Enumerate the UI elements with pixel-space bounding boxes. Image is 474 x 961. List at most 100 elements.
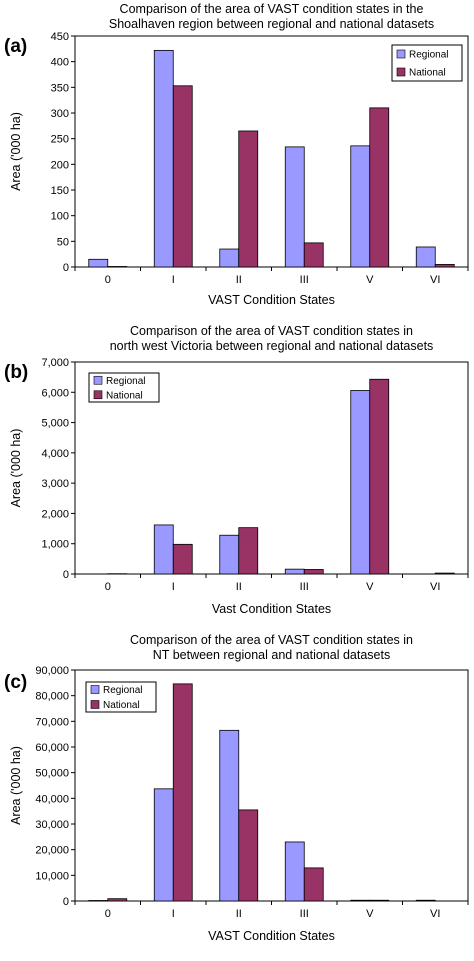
bar-regional-II <box>220 535 239 574</box>
bar-regional-V <box>351 390 370 574</box>
x-tick-label: 0 <box>105 908 111 920</box>
y-tick-label: 5,000 <box>41 418 69 430</box>
chart-title-line: north west Victoria between regional and… <box>110 339 434 353</box>
chart-title-line: Comparison of the area of VAST condition… <box>130 633 413 647</box>
bar-national-V <box>370 379 389 574</box>
y-tick-label: 40,000 <box>35 793 69 805</box>
chart-title-line: NT between regional and national dataset… <box>153 648 390 662</box>
chart-b-svg: (b) Comparison of the area of VAST condit… <box>0 320 474 625</box>
bar-regional-V <box>351 900 370 901</box>
y-tick-label: 6,000 <box>41 387 69 399</box>
x-tick-label: I <box>172 581 175 593</box>
chart-title-line: Comparison of the area of VAST condition… <box>120 2 424 16</box>
y-tick-label: 450 <box>51 31 69 43</box>
x-tick-label: II <box>236 581 242 593</box>
y-tick-label: 350 <box>51 82 69 94</box>
bar-national-VI <box>435 573 454 574</box>
y-tick-label: 60,000 <box>35 742 69 754</box>
legend-label-national: National <box>106 390 143 401</box>
y-tick-label: 150 <box>51 185 69 197</box>
chart-a-svg: (a) Comparison of the area of VAST condit… <box>0 0 474 310</box>
y-axis-label: Area ('000 ha) <box>9 112 23 191</box>
y-tick-label: 20,000 <box>35 845 69 857</box>
panel-label-a: (a) <box>4 36 27 57</box>
y-tick-label: 3,000 <box>41 478 69 490</box>
bar-national-I <box>173 544 192 574</box>
x-tick-label: V <box>366 908 374 920</box>
chart-panel-a: (a) Comparison of the area of VAST condit… <box>0 0 474 310</box>
x-tick-label: VI <box>430 581 440 593</box>
bar-regional-II <box>220 730 239 901</box>
bar-regional-III <box>285 569 304 574</box>
bar-national-0 <box>108 899 127 901</box>
y-axis-label: Area ('000 ha) <box>9 429 23 508</box>
x-tick-label: I <box>172 274 175 286</box>
chart-panel-b: (b) Comparison of the area of VAST condit… <box>0 320 474 625</box>
y-tick-label: 10,000 <box>35 870 69 882</box>
y-tick-label: 4,000 <box>41 448 69 460</box>
bar-national-III <box>304 243 323 267</box>
y-tick-label: 400 <box>51 57 69 69</box>
x-tick-label: VI <box>430 274 440 286</box>
bar-national-I <box>173 684 192 901</box>
x-tick-label: 0 <box>105 274 111 286</box>
x-axis-label: Vast Condition States <box>212 602 331 616</box>
y-tick-label: 30,000 <box>35 819 69 831</box>
bar-national-II <box>239 131 258 267</box>
bar-regional-III <box>285 147 304 267</box>
y-tick-label: 7,000 <box>41 357 69 369</box>
bar-national-VI <box>435 264 454 267</box>
chart-title-line: Shoalhaven region between regional and n… <box>109 17 434 31</box>
y-tick-label: 70,000 <box>35 716 69 728</box>
legend-label-regional: Regional <box>409 50 448 61</box>
y-tick-label: 100 <box>51 211 69 223</box>
legend-label-regional: Regional <box>106 376 145 387</box>
bar-regional-0 <box>89 259 108 267</box>
x-tick-label: I <box>172 908 175 920</box>
legend-label-national: National <box>409 68 446 79</box>
legend-swatch-regional <box>94 376 102 384</box>
panel-label-b: (b) <box>4 362 28 383</box>
chart-panel-c: (c)Comparison of the area of VAST condit… <box>0 630 474 956</box>
y-tick-label: 0 <box>63 569 69 581</box>
x-tick-label: II <box>236 274 242 286</box>
y-tick-label: 300 <box>51 108 69 120</box>
x-tick-label: III <box>300 274 309 286</box>
x-axis-label: VAST Condition States <box>208 293 335 307</box>
y-tick-label: 250 <box>51 134 69 146</box>
y-tick-label: 50 <box>57 236 69 248</box>
bar-national-II <box>239 528 258 574</box>
bar-national-III <box>304 569 323 574</box>
x-tick-label: V <box>366 274 374 286</box>
bar-national-0 <box>108 266 127 267</box>
legend-label-regional: Regional <box>103 685 142 696</box>
bar-national-V <box>370 900 389 901</box>
x-tick-label: III <box>300 581 309 593</box>
bar-regional-I <box>154 525 173 574</box>
legend-swatch-national <box>397 68 405 76</box>
bar-regional-VI <box>416 247 435 267</box>
bar-regional-II <box>220 249 239 267</box>
bar-national-III <box>304 868 323 901</box>
y-tick-label: 80,000 <box>35 691 69 703</box>
legend-swatch-regional <box>397 50 405 58</box>
bar-regional-III <box>285 842 304 901</box>
x-tick-label: VI <box>430 908 440 920</box>
x-axis-label: VAST Condition States <box>208 929 335 943</box>
bar-national-II <box>239 810 258 901</box>
y-axis-label: Area ('000 ha) <box>9 746 23 825</box>
bar-regional-0 <box>89 900 108 901</box>
legend-label-national: National <box>103 700 140 711</box>
bar-national-V <box>370 108 389 267</box>
bar-regional-V <box>351 146 370 267</box>
y-tick-label: 50,000 <box>35 768 69 780</box>
legend-swatch-regional <box>91 686 99 694</box>
x-tick-label: V <box>366 581 374 593</box>
bar-regional-I <box>154 50 173 267</box>
chart-title-line: Comparison of the area of VAST condition… <box>130 324 413 338</box>
y-tick-label: 90,000 <box>35 665 69 677</box>
x-tick-label: 0 <box>105 581 111 593</box>
bar-regional-VI <box>416 900 435 901</box>
legend-swatch-national <box>91 701 99 709</box>
chart-c-svg: (c)Comparison of the area of VAST condit… <box>0 630 474 956</box>
